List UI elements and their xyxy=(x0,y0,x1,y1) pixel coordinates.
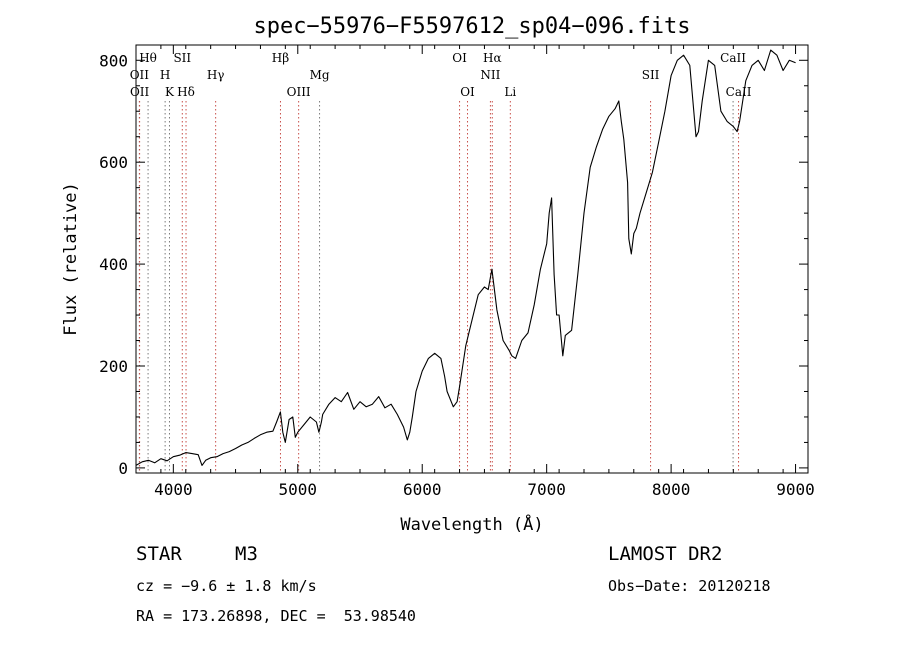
x-tick-label: 5000 xyxy=(279,480,318,499)
spectral-line-label: OII xyxy=(130,68,150,82)
spectral-line-label: NII xyxy=(480,68,500,82)
spectral-line-label: Hδ xyxy=(177,85,195,99)
spectrum-layer xyxy=(135,49,796,466)
x-tick-label: 9000 xyxy=(776,480,815,499)
redshift-velocity: cz = −9.6 ± 1.8 km/s xyxy=(136,577,317,595)
survey-name: LAMOST DR2 xyxy=(608,543,722,565)
spectral-line-label: SII xyxy=(642,68,660,82)
x-tick-label: 4000 xyxy=(154,480,193,499)
spectral-line-label: K xyxy=(165,85,175,99)
spectral-line-label: Hα xyxy=(483,51,502,65)
spectral-line-label: OI xyxy=(460,85,475,99)
plot-frame xyxy=(135,44,809,474)
observation-date: Obs−Date: 20120218 xyxy=(608,577,771,595)
spectral-line-label: OI xyxy=(452,51,467,65)
x-axis-label: Wavelength (Å) xyxy=(400,513,543,535)
line-markers: Hθ OII OII HK SII Hδ Hγ Hβ OIII Mg OI OI Hα NII Li SII C… xyxy=(130,51,752,473)
spectral-line-label: Hγ xyxy=(207,68,225,82)
chart-title: spec−55976−F5597612_sp04−096.fits xyxy=(253,14,690,39)
object-subclass: M3 xyxy=(235,543,258,565)
axis-ticks: 4000 5000 6000 7000 8000 9000 0 200 400 600 800 xyxy=(99,45,815,499)
object-class: STAR xyxy=(136,543,182,565)
y-tick-label: 200 xyxy=(99,357,128,376)
coordinates: RA = 173.26898, DEC = 53.98540 xyxy=(136,607,416,625)
x-tick-label: 6000 xyxy=(403,480,442,499)
x-tick-label: 8000 xyxy=(652,480,691,499)
spectrum-series-line xyxy=(135,49,796,466)
spectral-line-label: Hβ xyxy=(272,51,289,65)
spectral-line-label: OII xyxy=(130,85,150,99)
spectral-line-label: SII xyxy=(173,51,191,65)
y-tick-label: 400 xyxy=(99,255,128,274)
spectral-line-label: Hθ xyxy=(139,51,157,65)
spectral-line-label: CaII xyxy=(720,51,746,65)
spectral-line-label: H xyxy=(160,68,170,82)
y-tick-label: 600 xyxy=(99,153,128,172)
y-tick-label: 0 xyxy=(118,459,128,478)
y-axis-label: Flux (relative) xyxy=(61,182,81,336)
spectral-line-label: Li xyxy=(504,85,516,99)
spectral-line-label: OIII xyxy=(287,85,311,99)
x-tick-label: 7000 xyxy=(527,480,566,499)
spectral-line-label: CaII xyxy=(726,85,752,99)
y-tick-label: 800 xyxy=(99,51,128,70)
spectral-line-label: Mg xyxy=(310,68,330,82)
